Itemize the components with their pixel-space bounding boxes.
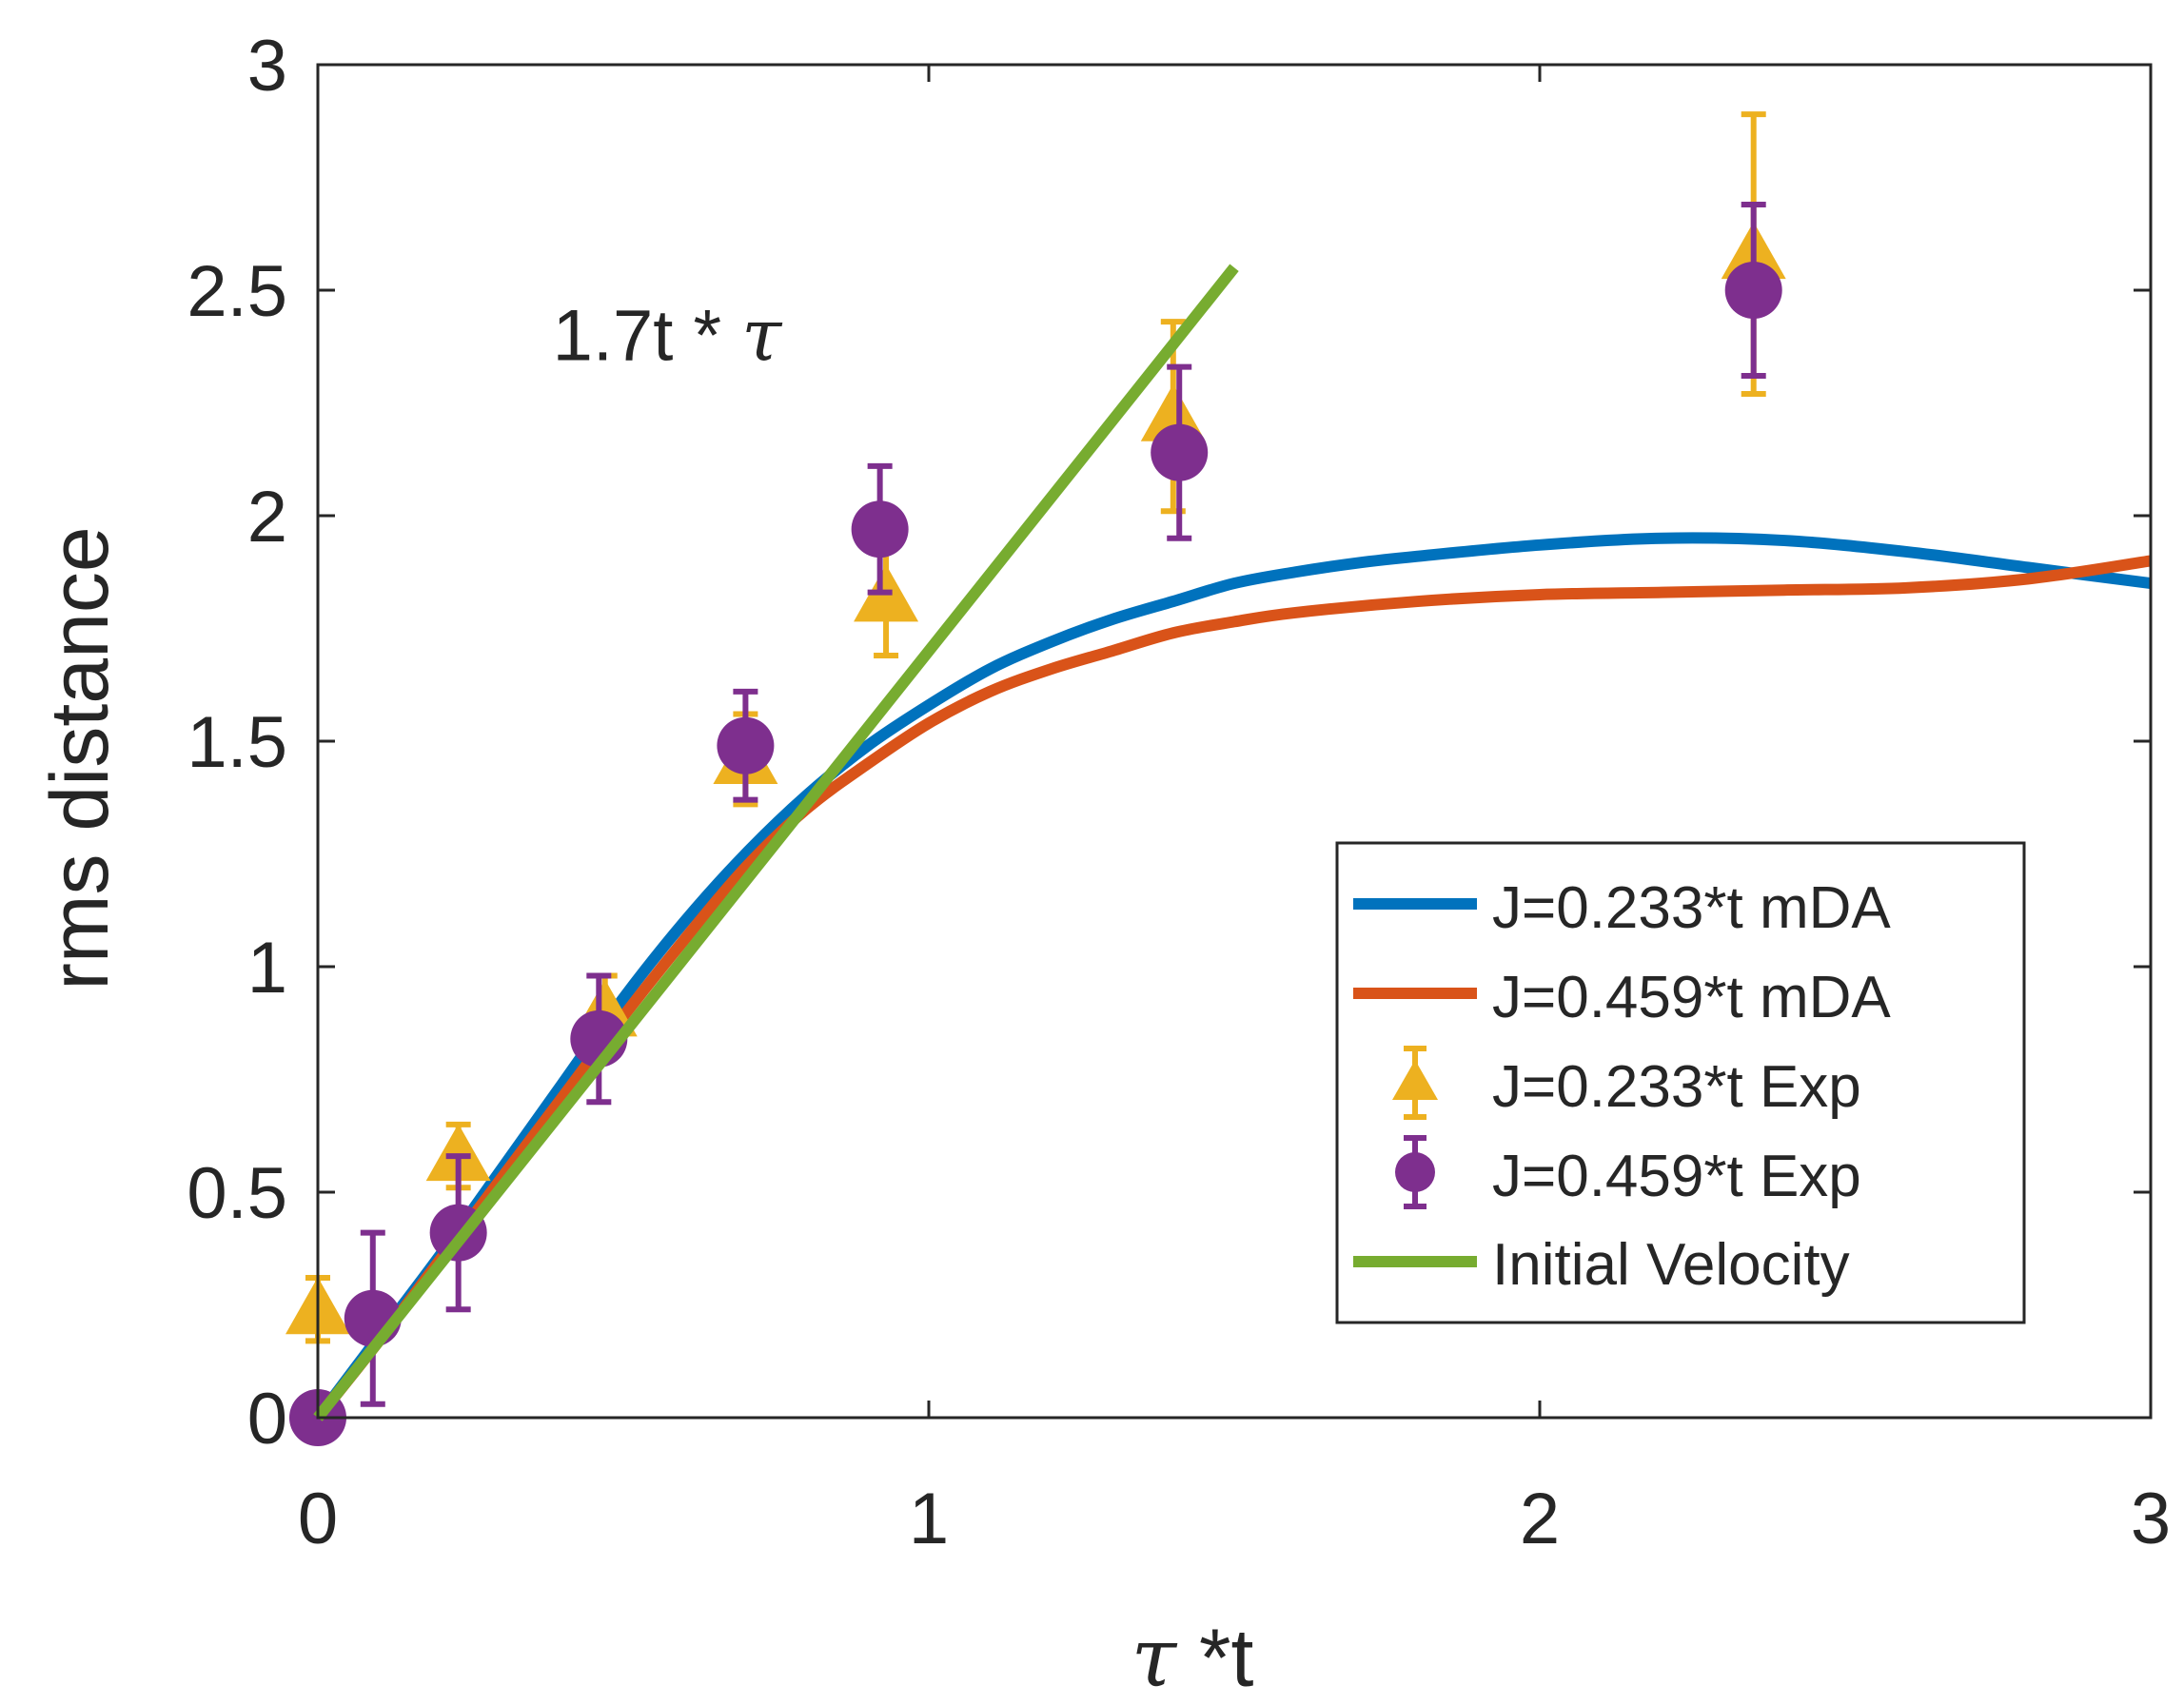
data-point-circle [1724,262,1782,319]
data-point-circle [851,500,909,559]
series-line-blue-mda [313,532,2152,1421]
legend-label-initial-velocity: Initial Velocity [1492,1232,1850,1298]
legend-swatches [1353,898,1477,1267]
legend-label-purple-exp: J=0.459*t Exp [1492,1144,1861,1209]
legend-label-blue-mda: J=0.233*t mDA [1492,875,1891,941]
data-point-circle [717,716,775,774]
axis-ticks [316,63,2153,1420]
annotation-label: 1.7t * τ [553,292,784,377]
y-tick-label: 2.5 [187,251,287,332]
legend-box [1335,841,2026,1324]
legend: J=0.233*t mDA J=0.459*t mDA J=0.233*t Ex… [1335,841,2026,1324]
x-axis-label: τ *t [1131,1611,1254,1705]
y-tick-label: 2 [247,477,287,558]
legend-label-orange-mda: J=0.459*t mDA [1492,965,1891,1030]
y-tick-label: 0.5 [187,1153,287,1234]
series-line-orange-mda [313,555,2152,1421]
data-point-circle [1151,423,1209,481]
annotation-label-tau: τ [741,292,783,377]
x-tick-label: 0 [298,1479,338,1559]
y-axis-label: rms distance [34,526,126,990]
y-tick-label: 3 [247,26,287,107]
y-tick-label: 1 [247,928,287,1009]
series-line-initial-velocity [313,264,1239,1421]
x-tick-label: 2 [1520,1479,1560,1559]
x-tick-label: 3 [2131,1479,2171,1559]
legend-swatch-triangle [1392,1060,1438,1100]
tick-labels: 0 1 2 3 0 0.5 1 1.5 2 2.5 3 [187,26,2171,1559]
x-axis-label-text: *t [1176,1613,1253,1704]
x-axis-label-tau: τ [1131,1611,1178,1705]
legend-swatch-circle [1395,1152,1435,1192]
y-tick-label: 0 [247,1379,287,1460]
y-tick-label: 1.5 [187,702,287,783]
annotation-label-text: 1.7t * [553,295,742,376]
legend-label-yellow-exp: J=0.233*t Exp [1492,1054,1861,1120]
x-tick-label: 1 [909,1479,949,1559]
data-point-triangle [425,1124,491,1182]
